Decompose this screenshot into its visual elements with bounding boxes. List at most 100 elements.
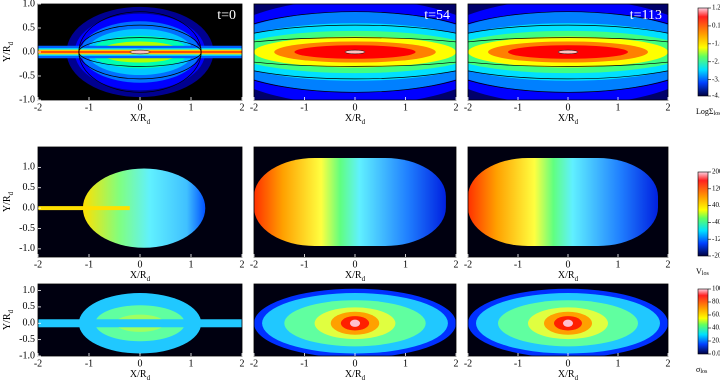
colorbar-tick-label: 200.0 [712,168,720,176]
x-tick-label: -1 [514,358,522,369]
x-tick-label: -2 [34,102,42,113]
y-tick-label: 0.0 [23,46,36,57]
x-axis-label-main: X/R [130,113,147,124]
heatmap [468,147,668,257]
time-label: t=113 [630,8,662,23]
y-tick-label: 0.5 [23,301,36,312]
y-axis-label-main: Y/R [2,195,13,212]
colorbar-tick-label: -120.0 [712,235,720,243]
colorbar-tick-label: 0.1 [712,22,720,30]
intensity-region [349,319,361,327]
x-tick-label: 0 [138,358,143,369]
disk-region [38,206,130,211]
colorbar [697,171,709,257]
heatmap [468,284,668,356]
contour [254,37,456,67]
y-tick-label: 0.5 [23,22,36,33]
heatmap [38,4,242,100]
colorbar [697,288,709,355]
y-tick-label: -1.0 [19,243,35,254]
y-axis-label-sub: d [7,41,15,45]
heatmap [254,147,456,257]
x-axis-label: X/Rd [558,113,579,125]
x-tick-label: 0 [566,358,571,369]
x-axis-label: X/Rd [130,270,151,282]
intensity-region [563,319,573,327]
x-tick-label: 0 [138,259,143,270]
x-tick-label: -1 [514,259,522,270]
colorbar-label-main: LogΣ [696,107,714,116]
x-tick-label: 0 [353,358,358,369]
x-tick-label: -2 [34,259,42,270]
colorbar-tick-label: -1.0 [712,39,720,47]
x-axis-label-sub: d [362,118,366,126]
x-axis-label-main: X/R [345,113,362,124]
x-tick-label: 1 [189,259,194,270]
x-axis-label-sub: d [147,275,151,283]
x-tick-label: 2 [240,358,245,369]
x-tick-label: 2 [454,358,459,369]
x-tick-label: 1 [189,358,194,369]
x-tick-label: -2 [250,102,258,113]
y-tick-label: 0.5 [23,182,36,193]
x-tick-label: 1 [403,102,408,113]
colorbar-tick-label: -40.0 [712,218,720,226]
heatmap [468,4,668,100]
x-axis-label-main: X/R [130,369,147,380]
x-axis-label: X/Rd [345,113,366,125]
x-tick-label: 2 [454,259,459,270]
x-tick-label: -2 [464,259,472,270]
colorbar-tick-label: 20.0 [712,337,720,345]
colorbar-tick-label: 0.0 [712,350,720,358]
x-axis-label-sub: d [147,374,151,382]
x-axis-label: X/Rd [130,369,151,381]
x-tick-label: -1 [300,102,308,113]
colorbar-tick-label: 80.0 [712,298,720,306]
colorbar-label-sub: los [702,271,710,277]
x-axis-label-sub: d [147,118,151,126]
x-tick-label: 1 [616,259,621,270]
x-axis-label: X/Rd [558,270,579,282]
y-tick-label: 1.0 [23,162,36,173]
colorbar-label-main: V [696,267,702,276]
y-axis-label-main: Y/R [2,313,13,330]
x-tick-label: -1 [85,259,93,270]
colorbar-tick-label: 1.2 [712,4,720,12]
contour [78,11,202,93]
y-axis-label-main: Y/R [2,45,13,62]
x-tick-label: -2 [250,259,258,270]
x-tick-label: 0 [566,259,571,270]
x-axis-label-sub: d [575,275,579,283]
x-tick-label: 1 [403,358,408,369]
y-tick-label: 1.0 [23,0,36,9]
x-axis-label-sub: d [362,275,366,283]
colorbar-label-sub: los [714,111,720,117]
x-tick-label: -2 [34,358,42,369]
x-axis-label-sub: d [575,374,579,382]
x-axis-label: X/Rd [558,369,579,381]
x-tick-label: -1 [300,358,308,369]
y-axis-label: Y/Rd [2,191,14,212]
x-axis-label-sub: d [575,118,579,126]
heatmap [254,4,456,100]
x-tick-label: -2 [250,358,258,369]
y-axis-label: Y/Rd [2,309,14,330]
x-tick-label: 0 [353,259,358,270]
x-axis-label-main: X/R [345,369,362,380]
x-tick-label: 2 [666,259,671,270]
x-tick-label: 2 [666,358,671,369]
velocity-field [468,158,658,246]
core [557,49,579,55]
x-tick-label: 0 [566,102,571,113]
x-axis-label-sub: d [362,374,366,382]
velocity-field [254,158,446,246]
y-tick-label: -0.5 [19,334,35,345]
x-tick-label: -1 [85,102,93,113]
x-tick-label: 2 [666,102,671,113]
y-tick-label: 1.0 [23,285,36,296]
x-axis-label: X/Rd [345,369,366,381]
contour [468,24,668,80]
y-axis-label: Y/Rd [2,41,14,62]
colorbar-tick-label: 60.0 [712,311,720,319]
